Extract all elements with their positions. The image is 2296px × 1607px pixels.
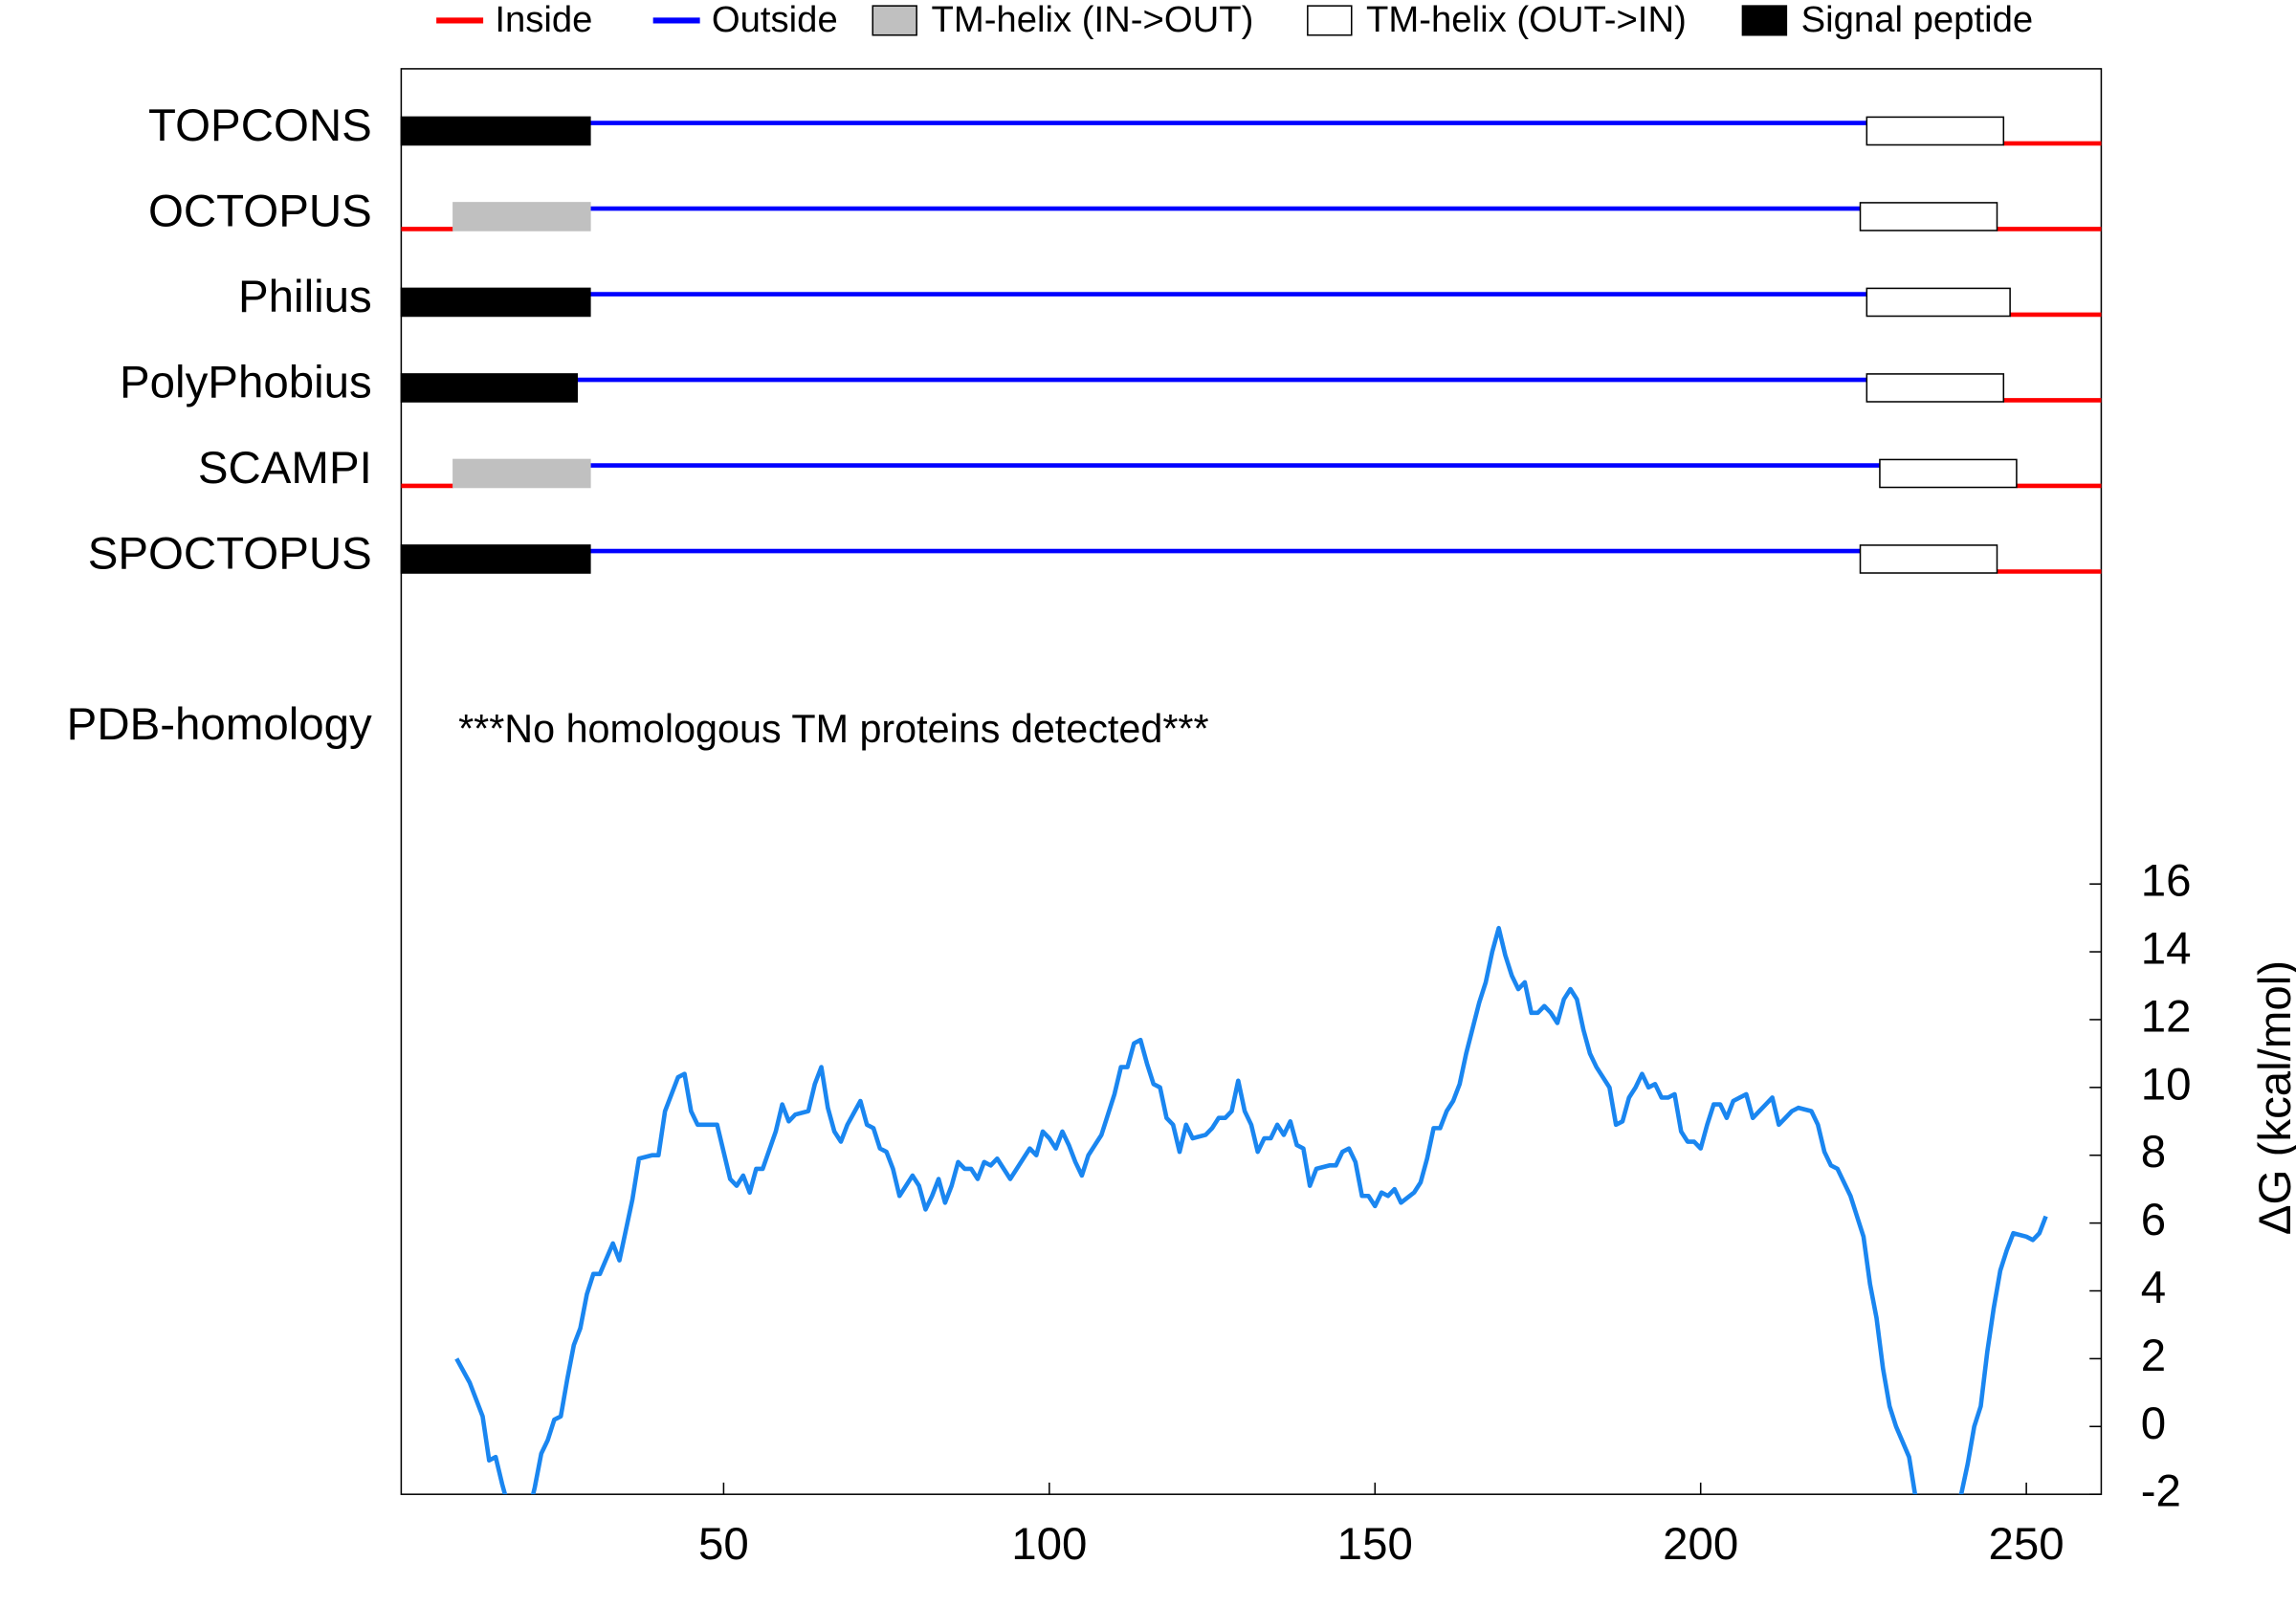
- segment-box: [1866, 116, 2005, 146]
- profile-group: [454, 925, 2048, 1495]
- y2-tick-label: 0: [2141, 1398, 2166, 1449]
- y2-tick-label: 4: [2141, 1263, 2166, 1313]
- track-label: Philius: [238, 272, 372, 322]
- y2-tick-label: 8: [2141, 1127, 2166, 1178]
- dg-line: [454, 925, 2048, 1495]
- track-label: OCTOPUS: [148, 187, 372, 237]
- segment-box: [400, 116, 591, 146]
- segment-box: [1859, 202, 1998, 231]
- segment-box: [1866, 373, 2005, 403]
- segment-box: [1879, 458, 2018, 489]
- y2-tick-label: 16: [2141, 856, 2192, 907]
- legend-swatch: [1741, 5, 1788, 36]
- x-tick-label: 150: [1337, 1519, 1413, 1570]
- segment-box: [400, 287, 591, 318]
- y2-tick-label: 2: [2141, 1331, 2166, 1381]
- segment-box: [453, 458, 591, 489]
- homology-label: PDB-homology: [67, 699, 372, 750]
- segment-box: [1859, 544, 1998, 574]
- track-label: TOPCONS: [148, 100, 372, 151]
- legend-label: TM-helix (IN->OUT): [931, 0, 1253, 40]
- legend-swatch: [1307, 5, 1353, 36]
- y2-axis-label: ΔG (kcal/mol): [2250, 960, 2296, 1235]
- legend-label: TM-helix (OUT->IN): [1366, 0, 1687, 40]
- segment-box: [1866, 287, 2011, 318]
- legend-swatch: [872, 5, 917, 36]
- track-label: SCAMPI: [198, 443, 372, 494]
- y2-tick-label: -2: [2141, 1466, 2181, 1517]
- y2-tick-label: 6: [2141, 1195, 2166, 1245]
- x-tick-label: 250: [1989, 1519, 2064, 1570]
- segment-box: [453, 202, 591, 231]
- track-label: PolyPhobius: [120, 358, 372, 408]
- legend-label: Inside: [495, 0, 592, 40]
- segment-box: [400, 544, 591, 574]
- legend-label: Signal peptide: [1801, 0, 2033, 40]
- plot-frame: [400, 68, 2103, 1495]
- legend-label: Outside: [712, 0, 838, 40]
- x-tick-label: 50: [698, 1519, 749, 1570]
- segment-box: [400, 373, 578, 403]
- x-tick-label: 200: [1663, 1519, 1738, 1570]
- y2-tick-label: 10: [2141, 1059, 2192, 1110]
- y2-tick-label: 14: [2141, 924, 2192, 975]
- x-tick-label: 100: [1011, 1519, 1087, 1570]
- track-label: SPOCTOPUS: [88, 529, 372, 580]
- y2-tick-label: 12: [2141, 991, 2192, 1042]
- homology-text: ***No homologous TM proteins detected***: [458, 707, 1208, 751]
